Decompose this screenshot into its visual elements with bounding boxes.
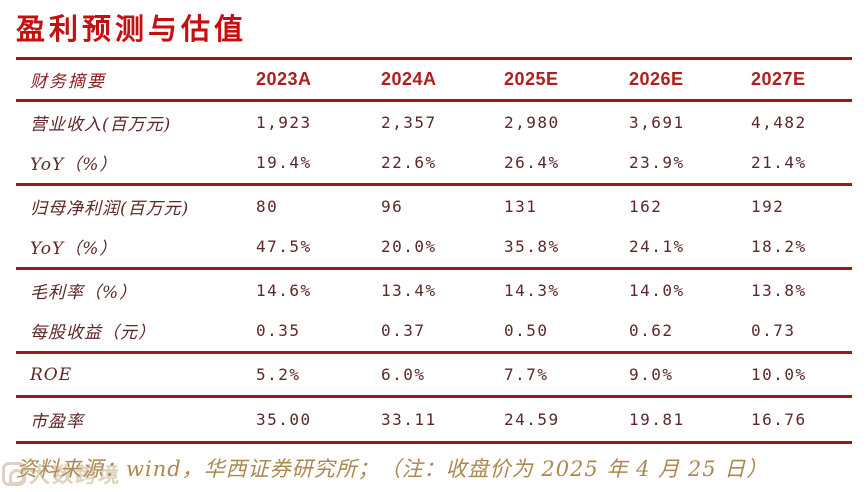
cell-pe-2024a: 33.11 xyxy=(381,410,437,429)
row-label-net-profit: 归母净利润(百万元) xyxy=(30,198,190,219)
page-title: 盈利预测与估值 xyxy=(16,12,248,46)
cell-pe-2027e: 16.76 xyxy=(751,410,807,429)
cell-pe-2026e: 19.81 xyxy=(629,410,685,429)
cell-net-profit-yoy-2026e: 24.1% xyxy=(621,226,743,270)
cell-net-profit-yoy-2025e: 35.8% xyxy=(496,226,621,270)
cell-net-profit-2027e: 192 xyxy=(751,196,785,216)
table-row-roe: ROE 5.2% 6.0% 7.7% 9.0% 10.0% xyxy=(16,352,852,398)
column-header-2026e: 2026E xyxy=(621,58,743,102)
column-header-summary: 财务摘要 xyxy=(16,58,248,102)
table-row-gross-margin: 毛利率（%） 14.6% 13.4% 14.3% 14.0% 13.8% xyxy=(16,269,852,311)
cell-revenue-yoy-2027e: 21.4% xyxy=(743,142,852,186)
cell-revenue-2024a: 2,357 xyxy=(381,112,437,132)
cell-gross-margin-2024a: 13.4% xyxy=(381,280,437,300)
column-header-2024a: 2024A xyxy=(373,58,496,102)
cell-net-profit-yoy-2023a: 47.5% xyxy=(248,226,373,270)
table-row-revenue: 营业收入(百万元) 1,923 2,357 2,980 3,691 4,482 xyxy=(16,101,852,143)
cell-revenue-yoy-2026e: 23.9% xyxy=(621,142,743,186)
table-row-eps: 每股收益（元） 0.35 0.37 0.50 0.62 0.73 xyxy=(16,310,852,354)
cell-pe-2025e: 24.59 xyxy=(504,410,560,429)
row-label-gross-margin: 毛利率（%） xyxy=(30,282,138,303)
cell-eps-2027e: 0.73 xyxy=(743,310,852,354)
cell-roe-2027e: 10.0% xyxy=(743,352,852,398)
row-label-pe: 市盈率 xyxy=(30,412,84,432)
row-label-eps: 每股收益（元） xyxy=(16,310,248,354)
row-label-net-profit-yoy: YoY（%） xyxy=(16,226,248,270)
cell-net-profit-2026e: 162 xyxy=(629,196,663,216)
column-header-2023a: 2023A xyxy=(248,58,373,102)
source-note: 资料来源：wind，华西证券研究所；（注：收盘价为 2025 年 4 月 25 … xyxy=(16,457,769,481)
cell-eps-2026e: 0.62 xyxy=(621,310,743,354)
cell-net-profit-yoy-2027e: 18.2% xyxy=(743,226,852,270)
cell-eps-2024a: 0.37 xyxy=(373,310,496,354)
table-row-net-profit-yoy: YoY（%） 47.5% 20.0% 35.8% 24.1% 18.2% xyxy=(16,226,852,270)
table-row-net-profit: 归母净利润(百万元) 80 96 131 162 192 xyxy=(16,185,852,227)
cell-gross-margin-2027e: 13.8% xyxy=(751,280,807,300)
row-label-revenue: 营业收入(百万元) xyxy=(30,114,172,135)
row-label-roe: ROE xyxy=(16,352,248,398)
cell-roe-2024a: 6.0% xyxy=(373,352,496,398)
row-label-revenue-yoy: YoY（%） xyxy=(16,142,248,186)
cell-net-profit-2024a: 96 xyxy=(381,196,404,216)
cell-net-profit-2023a: 80 xyxy=(256,196,279,216)
financial-summary-table: 财务摘要 2023A 2024A 2025E 2026E 2027E 营业收入(… xyxy=(16,57,852,444)
cell-revenue-2026e: 3,691 xyxy=(629,112,685,132)
cell-net-profit-yoy-2024a: 20.0% xyxy=(373,226,496,270)
cell-revenue-2023a: 1,923 xyxy=(256,112,312,132)
cell-pe-2023a: 35.00 xyxy=(256,410,312,429)
cell-revenue-yoy-2024a: 22.6% xyxy=(373,142,496,186)
cell-roe-2025e: 7.7% xyxy=(496,352,621,398)
column-header-2025e: 2025E xyxy=(496,58,621,102)
table-header-row: 财务摘要 2023A 2024A 2025E 2026E 2027E xyxy=(16,58,852,102)
cell-gross-margin-2023a: 14.6% xyxy=(256,280,312,300)
column-header-2027e: 2027E xyxy=(743,58,852,102)
cell-eps-2025e: 0.50 xyxy=(496,310,621,354)
cell-roe-2023a: 5.2% xyxy=(248,352,373,398)
table-row-pe: 市盈率 35.00 33.11 24.59 19.81 16.76 xyxy=(16,397,852,443)
cell-revenue-yoy-2025e: 26.4% xyxy=(496,142,621,186)
table-row-revenue-yoy: YoY（%） 19.4% 22.6% 26.4% 23.9% 21.4% xyxy=(16,142,852,186)
cell-gross-margin-2026e: 14.0% xyxy=(629,280,685,300)
cell-roe-2026e: 9.0% xyxy=(621,352,743,398)
cell-gross-margin-2025e: 14.3% xyxy=(504,280,560,300)
cell-revenue-2025e: 2,980 xyxy=(504,112,560,132)
cell-eps-2023a: 0.35 xyxy=(248,310,373,354)
cell-net-profit-2025e: 131 xyxy=(504,196,538,216)
cell-revenue-2027e: 4,482 xyxy=(751,112,807,132)
cell-revenue-yoy-2023a: 19.4% xyxy=(248,142,373,186)
